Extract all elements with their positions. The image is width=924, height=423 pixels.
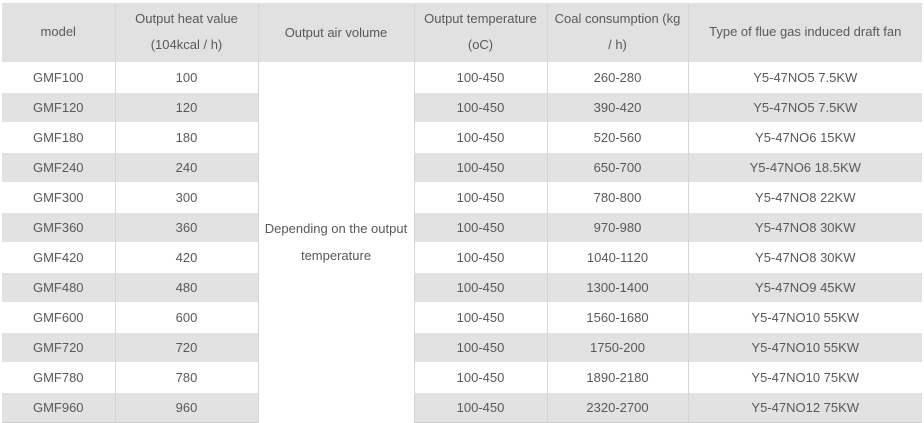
- col-header-coal-consumption-unit: / h): [608, 37, 627, 53]
- cell-heat-value: 480: [114, 271, 258, 302]
- cell-coal-consumption: 650-700: [546, 151, 688, 182]
- col-header-heat-value: Output heat value (104kcal / h): [114, 3, 258, 62]
- table-row: GMF180 180 100-450 520-560 Y5-47NO6 15KW: [2, 121, 922, 152]
- cell-heat-value: 300: [114, 181, 258, 212]
- col-header-temperature-label: Output temperature: [424, 11, 537, 27]
- cell-model: GMF480: [2, 271, 115, 302]
- col-header-coal-consumption-label: Coal consumption (kg: [554, 11, 681, 27]
- cell-coal-consumption: 390-420: [546, 91, 688, 122]
- table-row: GMF960 960 100-450 2320-2700 Y5-47NO12 7…: [2, 391, 922, 423]
- cell-heat-value: 240: [114, 151, 258, 182]
- cell-fan-type: Y5-47NO9 45KW: [687, 271, 922, 302]
- cell-output-temperature: 100-450: [413, 391, 547, 423]
- cell-fan-type: Y5-47NO10 55KW: [687, 301, 922, 332]
- cell-fan-type: Y5-47NO6 18.5KW: [687, 151, 922, 182]
- cell-model: GMF300: [2, 181, 115, 212]
- cell-fan-type: Y5-47NO5 7.5KW: [687, 61, 922, 92]
- table-row: GMF120 120 100-450 390-420 Y5-47NO5 7.5K…: [2, 91, 922, 122]
- cell-model: GMF120: [2, 91, 115, 122]
- cell-heat-value: 720: [114, 331, 258, 362]
- cell-model: GMF960: [2, 391, 115, 423]
- cell-model: GMF240: [2, 151, 115, 182]
- cell-model: GMF180: [2, 121, 115, 152]
- table-row: GMF240 240 100-450 650-700 Y5-47NO6 18.5…: [2, 151, 922, 182]
- table-row: GMF300 300 100-450 780-800 Y5-47NO8 22KW: [2, 181, 922, 212]
- table-row: GMF100 100 Depending on the output tempe…: [2, 61, 922, 422]
- cell-output-temperature: 100-450: [413, 121, 547, 152]
- cell-fan-type: Y5-47NO12 75KW: [687, 391, 922, 423]
- cell-model: GMF420: [2, 241, 115, 272]
- cell-fan-type: Y5-47NO10 75KW: [687, 361, 922, 392]
- cell-coal-consumption: 970-980: [546, 211, 688, 242]
- cell-fan-type: Y5-47NO8 22KW: [687, 181, 922, 212]
- cell-model: GMF360: [2, 211, 115, 242]
- cell-fan-type: Y5-47NO8 30KW: [687, 241, 922, 272]
- cell-coal-consumption: 1560-1680: [546, 301, 688, 332]
- cell-output-temperature: 100-450: [413, 331, 547, 362]
- cell-output-temperature: 100-450: [413, 271, 547, 302]
- table-row: GMF480 480 100-450 1300-1400 Y5-47NO9 45…: [2, 271, 922, 302]
- cell-model: GMF720: [2, 331, 115, 362]
- cell-coal-consumption: 1040-1120: [546, 241, 688, 272]
- col-header-coal-consumption: Coal consumption (kg / h): [546, 3, 688, 62]
- cell-output-temperature: 100-450: [413, 91, 547, 122]
- col-header-fan-type-label: Type of flue gas induced draft fan: [709, 24, 902, 40]
- cell-fan-type: Y5-47NO6 15KW: [687, 121, 922, 152]
- col-header-temperature: Output temperature (oC): [413, 3, 547, 62]
- cell-output-temperature: 100-450: [413, 211, 547, 242]
- col-header-fan-type: Type of flue gas induced draft fan: [687, 3, 922, 62]
- cell-coal-consumption: 1300-1400: [546, 271, 688, 302]
- cell-fan-type: Y5-47NO10 55KW: [687, 331, 922, 362]
- cell-heat-value: 600: [114, 301, 258, 332]
- cell-output-temperature: 100-450: [413, 181, 547, 212]
- cell-coal-consumption: 1750-200: [546, 331, 688, 362]
- cell-model: GMF100: [2, 61, 115, 92]
- table-row: GMF360 360 100-450 970-980 Y5-47NO8 30KW: [2, 211, 922, 242]
- cell-coal-consumption: 520-560: [546, 121, 688, 152]
- cell-air-volume-note: Depending on the output temperature: [257, 62, 414, 422]
- cell-model: GMF780: [2, 361, 115, 392]
- table-row: GMF420 420 100-450 1040-1120 Y5-47NO8 30…: [2, 241, 922, 272]
- boiler-spec-table: model Output heat value (104kcal / h) Ou…: [2, 3, 922, 423]
- cell-coal-consumption: 260-280: [546, 61, 688, 92]
- cell-output-temperature: 100-450: [413, 301, 547, 332]
- cell-heat-value: 420: [114, 241, 258, 272]
- cell-fan-type: Y5-47NO5 7.5KW: [687, 91, 922, 122]
- cell-fan-type: Y5-47NO8 30KW: [687, 211, 922, 242]
- cell-coal-consumption: 1890-2180: [546, 361, 688, 392]
- col-header-temperature-unit: (oC): [467, 37, 494, 53]
- cell-coal-consumption: 780-800: [546, 181, 688, 212]
- col-header-model-label: model: [40, 24, 76, 40]
- table-row: GMF720 720 100-450 1750-200 Y5-47NO10 55…: [2, 331, 922, 362]
- col-header-heat-value-label: Output heat value: [135, 11, 238, 27]
- cell-output-temperature: 100-450: [413, 151, 547, 182]
- table-row: GMF780 780 100-450 1890-2180 Y5-47NO10 7…: [2, 361, 922, 392]
- cell-heat-value: 100: [114, 61, 258, 92]
- cell-output-temperature: 100-450: [413, 241, 547, 272]
- cell-output-temperature: 100-450: [413, 61, 547, 92]
- cell-heat-value: 180: [114, 121, 258, 152]
- air-volume-note-line2: temperature: [300, 248, 372, 263]
- cell-output-temperature: 100-450: [413, 361, 547, 392]
- cell-heat-value: 780: [114, 361, 258, 392]
- col-header-heat-value-unit: (104kcal / h): [150, 37, 223, 53]
- cell-heat-value: 960: [114, 391, 258, 423]
- cell-heat-value: 120: [114, 91, 258, 122]
- header-row: model Output heat value (104kcal / h) Ou…: [2, 3, 922, 62]
- cell-heat-value: 360: [114, 211, 258, 242]
- cell-coal-consumption: 2320-2700: [546, 391, 688, 423]
- col-header-model: model: [2, 3, 115, 62]
- col-header-air-volume-label: Output air volume: [284, 24, 388, 40]
- cell-model: GMF600: [2, 301, 115, 332]
- col-header-air-volume: Output air volume: [257, 3, 414, 62]
- air-volume-note-line1: Depending on the output: [264, 221, 408, 236]
- table-row: GMF600 600 100-450 1560-1680 Y5-47NO10 5…: [2, 301, 922, 332]
